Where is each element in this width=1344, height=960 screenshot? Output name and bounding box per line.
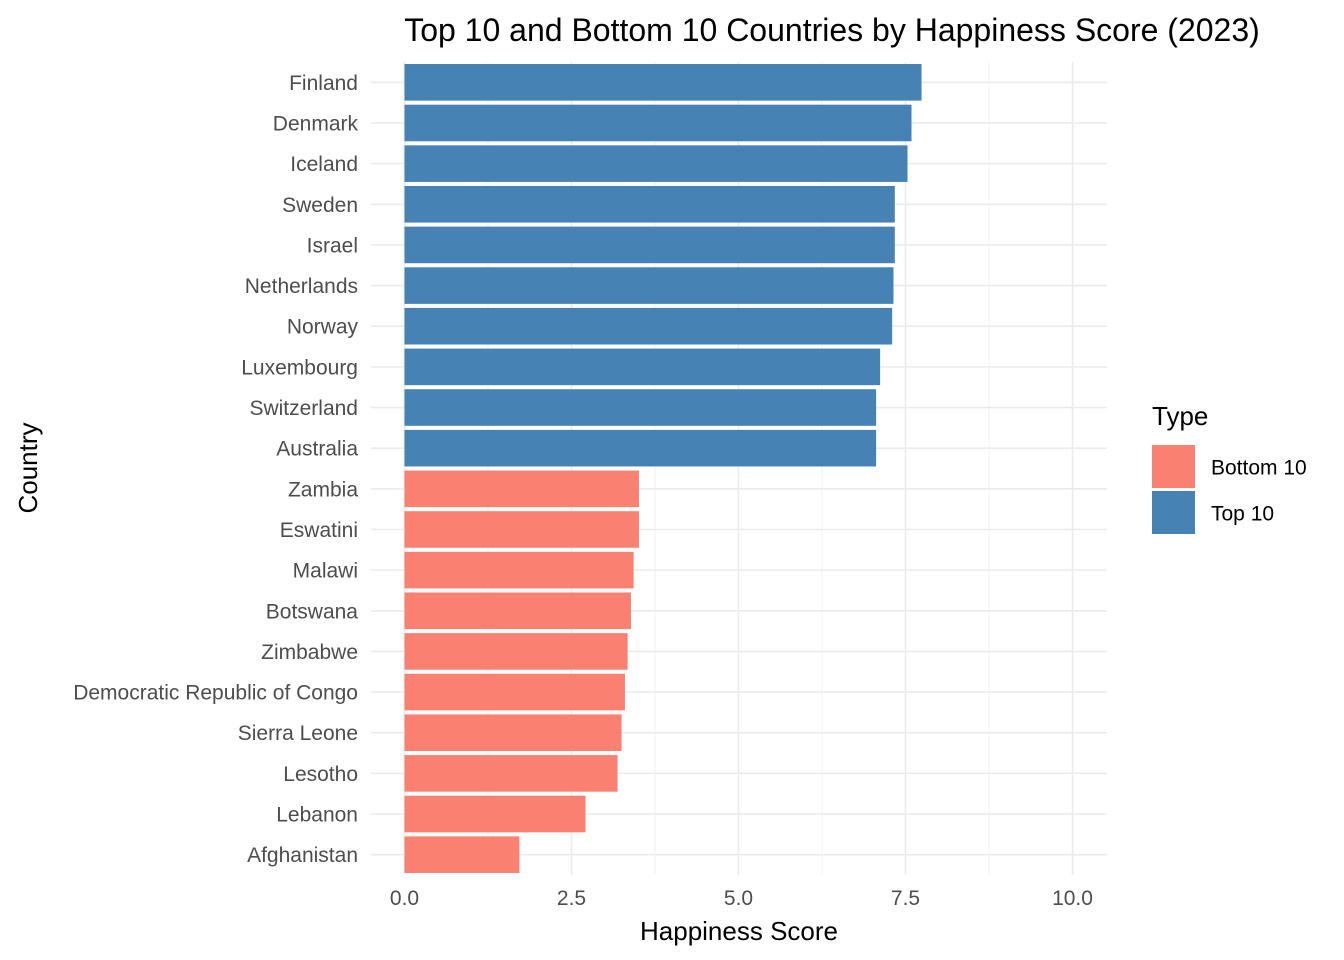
- legend: Type Bottom 10 Top 10: [1152, 401, 1307, 534]
- bar-botswana: [404, 592, 631, 630]
- y-tick-label: Norway: [287, 316, 359, 339]
- bar-lesotho: [404, 755, 618, 792]
- y-tick-labels: Finland Denmark Iceland Sweden Israel Netherl…: [73, 72, 358, 867]
- bar-australia: [404, 429, 877, 467]
- y-tick-label: Denmark: [273, 112, 359, 135]
- legend-title: Type: [1152, 401, 1208, 431]
- y-tick-label: Botswana: [266, 600, 359, 623]
- bar-afghanistan: [404, 836, 520, 873]
- bar-malawi: [404, 551, 634, 589]
- y-tick-label: Sweden: [282, 194, 358, 217]
- chart-title: Top 10 and Bottom 10 Countries by Happin…: [404, 12, 1260, 48]
- bar-iceland: [404, 145, 908, 182]
- legend-label: Top 10: [1211, 503, 1274, 526]
- bar-democratic-republic-of-congo: [404, 673, 625, 711]
- y-axis-title: Country: [13, 422, 43, 513]
- gridlines: [371, 62, 1107, 875]
- y-tick-label: Luxembourg: [241, 356, 358, 379]
- bar-switzerland: [404, 389, 877, 426]
- y-tick-label: Switzerland: [249, 397, 358, 420]
- y-tick-label: Lebanon: [276, 804, 358, 827]
- bar-sweden: [404, 185, 895, 223]
- y-tick-label: Afghanistan: [247, 844, 358, 867]
- x-tick-labels: 0.0 2.5 5.0 7.5 10.0: [390, 887, 1093, 910]
- legend-key: [1152, 491, 1195, 534]
- y-tick-label: Malawi: [293, 560, 358, 583]
- y-tick-label: Netherlands: [245, 275, 358, 298]
- x-axis-title: Happiness Score: [640, 916, 838, 946]
- legend-label: Bottom 10: [1211, 457, 1307, 480]
- y-tick-label: Finland: [289, 72, 358, 95]
- bar-netherlands: [404, 267, 894, 304]
- y-tick-label: Zambia: [288, 478, 358, 501]
- bar-finland: [404, 64, 922, 101]
- x-tick-label: 10.0: [1052, 887, 1093, 910]
- bar-sierra-leone: [404, 714, 622, 752]
- y-tick-label: Israel: [307, 234, 358, 257]
- y-tick-label: Iceland: [290, 153, 358, 176]
- bars: [404, 64, 922, 873]
- y-tick-label: Zimbabwe: [261, 641, 358, 664]
- bar-denmark: [404, 104, 912, 142]
- bar-zambia: [404, 470, 639, 508]
- y-tick-label: Sierra Leone: [238, 722, 358, 745]
- x-tick-label: 5.0: [724, 887, 753, 910]
- bar-norway: [404, 307, 893, 345]
- legend-key: [1152, 445, 1195, 488]
- bar-lebanon: [404, 795, 586, 833]
- x-tick-label: 0.0: [390, 887, 419, 910]
- x-tick-label: 7.5: [891, 887, 920, 910]
- bar-israel: [404, 226, 895, 264]
- x-tick-label: 2.5: [557, 887, 586, 910]
- bar-zimbabwe: [404, 633, 628, 670]
- y-tick-label: Lesotho: [283, 763, 358, 786]
- y-tick-label: Democratic Republic of Congo: [73, 682, 358, 705]
- bar-luxembourg: [404, 348, 881, 386]
- bar-eswatini: [404, 511, 639, 548]
- y-tick-label: Eswatini: [280, 519, 358, 542]
- y-tick-label: Australia: [276, 438, 358, 461]
